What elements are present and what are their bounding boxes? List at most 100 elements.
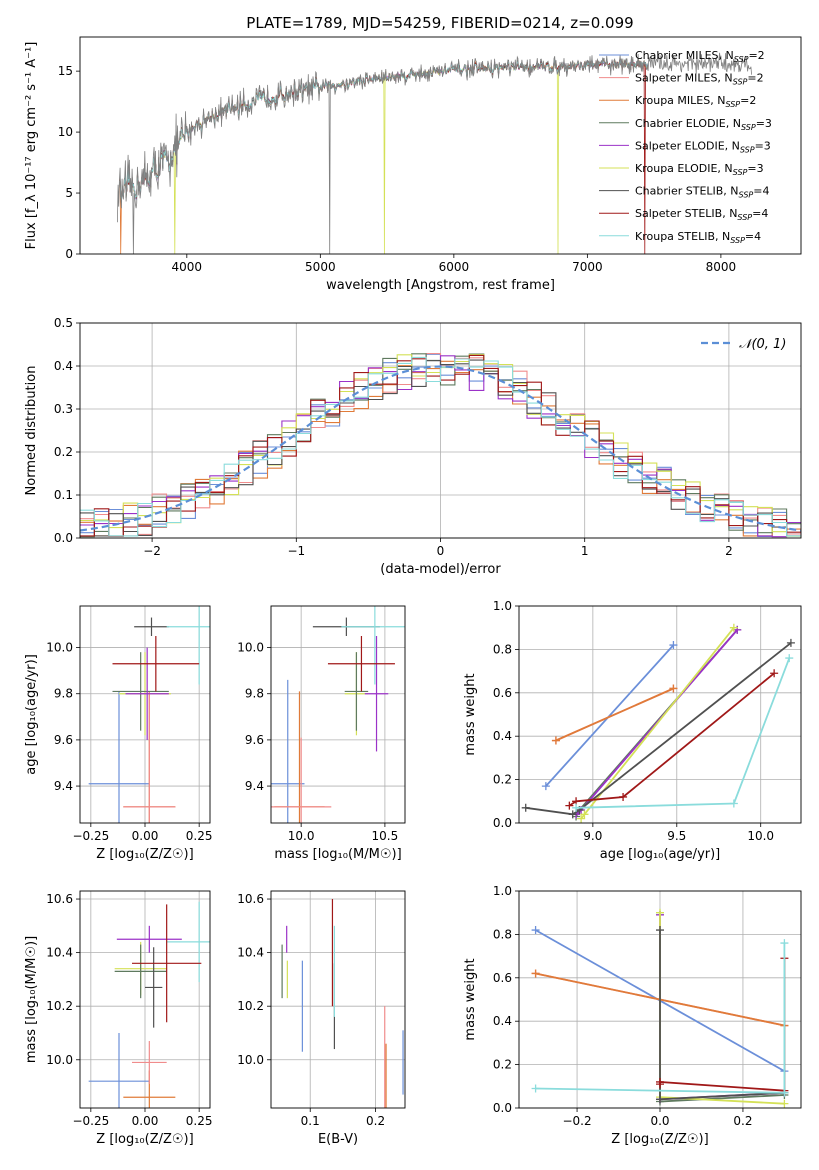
massweight-vs-age-marker	[541, 782, 550, 791]
massweight-vs-age-marker	[669, 684, 678, 693]
spectrum-legend-label: Salpeter STELIB, NSSP=4	[635, 207, 768, 222]
age-vs-Z-errorbar-point	[123, 691, 176, 823]
age-vs-Z-ylabel: age [log₁₀(age/yr)]	[24, 654, 39, 775]
age-vs-mass-frame	[270, 605, 406, 824]
massweight-vs-age-ytick-label: 0.0	[493, 816, 512, 830]
spectrum-xtick-label: 5000	[305, 260, 336, 274]
massweight-vs-age-series-salpeter-elodie	[575, 629, 738, 815]
massweight-vs-Z-marker	[656, 926, 664, 935]
massweight-vs-age-ytick-label: 0.6	[493, 686, 512, 700]
residual-histogram-ytick-label: 0.0	[54, 531, 73, 545]
residual-histogram-ytick-label: 0.1	[54, 488, 73, 502]
age-vs-mass-xlabel: mass [log₁₀(M/M☉)]	[274, 847, 401, 862]
age-vs-mass-errorbars	[271, 606, 405, 823]
massweight-vs-age-xlabel: age [log₁₀(age/yr)]	[600, 847, 721, 862]
spectrum-legend-label: Chabrier STELIB, NSSP=4	[635, 185, 769, 200]
spectrum-xtick-label: 4000	[172, 260, 203, 274]
massweight-vs-Z-marker	[656, 1077, 664, 1086]
massweight-vs-Z-marker	[656, 908, 664, 917]
massweight-vs-age-marker	[577, 814, 586, 823]
massweight-vs-age-xtick-label: 9.5	[667, 829, 686, 843]
age-vs-Z-ytick-label: 9.4	[54, 779, 73, 793]
spectrum-xtick-label: 8000	[706, 260, 737, 274]
age-vs-mass-ytick-label: 9.4	[245, 779, 264, 793]
spectrum-model-kroupa-elodie	[119, 57, 648, 254]
mass-vs-Z-errorbar-point	[166, 901, 210, 983]
massweight-vs-age-ytick-label: 0.8	[493, 642, 512, 656]
massweight-vs-Z-series-chabrier-elodie	[659, 914, 785, 1103]
age-vs-mass-errorbar-point	[344, 652, 369, 731]
age-vs-Z-xtick-label: −0.25	[72, 829, 109, 843]
mass-vs-Z-ytick-label: 10.4	[46, 946, 73, 960]
residual-histogram-ytick-label: 0.3	[54, 402, 73, 416]
gaussian-curve	[80, 365, 801, 532]
figure-title: PLATE=1789, MJD=54259, FIBERID=0214, z=0…	[246, 14, 633, 32]
age-vs-Z-ytick-label: 10.0	[46, 641, 73, 655]
massweight-vs-age-marker	[729, 799, 738, 808]
age-vs-Z-errorbars	[88, 606, 210, 823]
massweight-vs-age-series-kroupa-miles	[555, 687, 674, 742]
massweight-vs-age-marker	[669, 641, 678, 650]
spectrum-frame	[79, 36, 802, 255]
spectrum-lines	[117, 52, 752, 254]
massweight-vs-Z-marker	[780, 1088, 789, 1097]
mass-vs-Z-frame	[79, 890, 211, 1109]
massweight-vs-Z-ytick-label: 0.0	[493, 1101, 512, 1115]
mass-vs-Z-errorbars	[88, 901, 210, 1108]
massweight-vs-age-marker	[729, 623, 738, 632]
spectrum-xlabel: wavelength [Angstrom, rest frame]	[326, 278, 555, 293]
age-vs-Z-errorbar-point	[134, 617, 169, 637]
massweight-vs-age-series-chabrier-stelib	[525, 642, 792, 816]
massweight-vs-age-xtick-label: 10.0	[747, 829, 774, 843]
mass-vs-Z-errorbar-point	[116, 925, 182, 953]
residual-histogram-ytick-label: 0.4	[54, 359, 73, 373]
spectrum-legend: Chabrier MILES, NSSP=2 Salpeter MILES, NS…	[599, 49, 772, 245]
massweight-vs-Z-series-kroupa-elodie	[659, 912, 785, 1105]
residual-histogram-frame	[79, 322, 802, 539]
mass-vs-Z-errorbar-point	[132, 1041, 167, 1084]
mass-vs-ebv-ytick-label: 10.2	[237, 999, 264, 1013]
age-vs-mass-ytick-label: 10.0	[237, 641, 264, 655]
mass-vs-ebv-xtick-label: 0.1	[301, 1114, 320, 1128]
massweight-vs-age-marker	[568, 810, 577, 819]
spectrum-xtick-label: 7000	[572, 260, 603, 274]
mass-vs-Z-errorbar-point	[145, 947, 163, 1028]
age-vs-mass-errorbar-point	[271, 737, 332, 823]
spectrum-legend-label: Kroupa ELODIE, NSSP=3	[635, 162, 764, 177]
massweight-vs-Z-marker	[531, 969, 540, 978]
massweight-vs-age-marker	[551, 736, 560, 745]
residual-histogram-ytick-label: 0.2	[54, 445, 73, 459]
massweight-vs-age-marker	[565, 801, 574, 810]
age-vs-mass-axes: 10.0 10.5 9.4 9.6 9.8 10.0 mass [log₁₀(M/M☉)]	[237, 606, 405, 862]
massweight-vs-Z-ylabel: mass weight	[463, 958, 478, 1040]
massweight-vs-Z-xlabel: Z [log₁₀(Z/Z☉)]	[611, 1132, 708, 1147]
massweight-vs-age-frame	[518, 605, 802, 824]
mass-vs-Z-errorbar-point	[132, 904, 202, 1023]
residual-histogram-xtick-label: 2	[725, 544, 733, 558]
massweight-vs-Z-series-chabrier-stelib	[659, 930, 785, 1101]
mass-vs-ebv-ytick-label: 10.0	[237, 1053, 264, 1067]
massweight-vs-age-ytick-label: 0.4	[493, 729, 512, 743]
massweight-vs-Z-series-salpeter-elodie	[659, 914, 785, 1101]
massweight-vs-age-series-chabrier-miles	[545, 644, 675, 787]
mass-vs-ebv-ytick-label: 10.4	[237, 946, 264, 960]
mass-vs-ebv-ytick-label: 10.6	[237, 892, 264, 906]
mass-vs-ebv-frame	[270, 890, 406, 1109]
massweight-vs-Z-frame	[518, 890, 802, 1109]
mass-vs-ebv-xlabel: E(B-V)	[318, 1132, 358, 1147]
mass-vs-ebv-errorbars	[281, 899, 404, 1108]
mass-vs-Z-errorbar-point	[114, 944, 167, 999]
massweight-vs-age-marker	[572, 803, 581, 812]
massweight-vs-age-ytick-label: 1.0	[493, 599, 512, 613]
age-vs-Z-ytick-label: 9.8	[54, 687, 73, 701]
massweight-vs-Z-ytick-label: 1.0	[493, 884, 512, 898]
massweight-vs-Z-marker	[656, 1095, 664, 1104]
massweight-vs-age-ytick-label: 0.2	[493, 773, 512, 787]
massweight-vs-Z-xtick-label: 0.2	[733, 1114, 752, 1128]
massweight-vs-Z-marker	[531, 1084, 540, 1093]
mass-vs-Z-ylabel: mass [log₁₀(M/M☉)]	[24, 936, 39, 1063]
age-vs-Z-errorbar-point	[112, 652, 169, 731]
residual-histogram-xtick-label: −2	[143, 544, 161, 558]
